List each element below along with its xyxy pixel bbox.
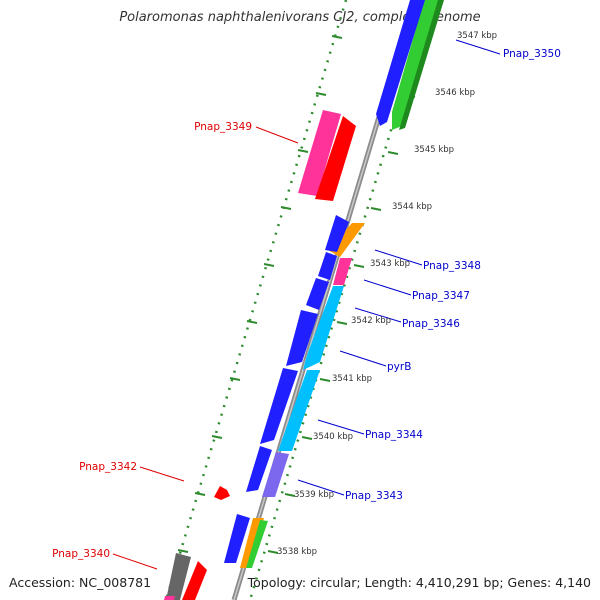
gene-arrow[interactable] — [333, 258, 352, 285]
gene-label[interactable]: Pnap_3350 — [503, 48, 561, 60]
gene-arrow[interactable] — [246, 520, 268, 568]
gene-arrow[interactable] — [325, 215, 349, 252]
gene-arrow[interactable] — [260, 368, 298, 444]
gene-arrow[interactable] — [246, 446, 272, 492]
reverse-strand-genes — [164, 110, 356, 600]
gene-arrow[interactable] — [306, 278, 329, 310]
inner-tick-ring — [164, 0, 348, 600]
tick-label: 3542 kbp — [351, 316, 391, 326]
tick-label: 3541 kbp — [332, 374, 372, 384]
gene-arrow[interactable] — [214, 486, 230, 500]
tick-label: 3540 kbp — [313, 432, 353, 442]
gene-arrow[interactable] — [182, 561, 207, 600]
tick-label: 3546 kbp — [435, 88, 475, 98]
inner-major-ticks — [177, 35, 343, 553]
gene-label[interactable]: Pnap_3346 — [402, 318, 460, 330]
gene-label[interactable]: Pnap_3348 — [423, 260, 481, 272]
accession-text: Accession: NC_008781 — [9, 575, 152, 590]
forward-strand-genes — [240, 0, 444, 568]
reverse-gene-labels: Pnap_3349 Pnap_3342 Pnap_3340 — [52, 121, 252, 560]
topology-text: Topology: circular; Length: 4,410,291 bp… — [247, 575, 591, 590]
tick-label: 3544 kbp — [392, 202, 432, 212]
gene-label[interactable]: Pnap_3340 — [52, 548, 110, 560]
leader-lines — [112, 39, 501, 570]
gene-arrow[interactable] — [303, 286, 344, 370]
tick-label: 3539 kbp — [294, 490, 334, 500]
outer-tick-ring — [248, 0, 432, 600]
gene-label[interactable]: Pnap_3344 — [365, 429, 423, 441]
tick-label: 3538 kbp — [277, 547, 317, 557]
gene-label[interactable]: Pnap_3342 — [79, 461, 137, 473]
gene-arrow[interactable] — [376, 0, 425, 126]
tick-label: 3545 kbp — [414, 145, 454, 155]
tick-label: 3543 kbp — [370, 259, 410, 269]
gene-arrow[interactable] — [224, 514, 250, 563]
gene-arrow[interactable] — [262, 452, 289, 497]
gene-label[interactable]: pyrB — [387, 361, 411, 373]
gene-arrow[interactable] — [164, 596, 175, 600]
map-title: Polaromonas naphthalenivorans CJ2, compl… — [119, 10, 481, 25]
gene-label[interactable]: Pnap_3349 — [194, 121, 252, 133]
tick-label: 3547 kbp — [457, 31, 497, 41]
scale-labels: 3547 kbp 3546 kbp 3545 kbp 3544 kbp 3543… — [277, 31, 497, 557]
gene-arrow[interactable] — [166, 553, 191, 600]
gene-arrow[interactable] — [286, 310, 318, 366]
gene-arrow[interactable] — [318, 252, 337, 280]
forward-gene-labels: Pnap_3350 Pnap_3348 Pnap_3347 Pnap_3346 … — [345, 48, 561, 502]
gene-arrow[interactable] — [315, 116, 356, 201]
gene-arrow[interactable] — [278, 370, 320, 451]
gene-arrow[interactable] — [399, 0, 444, 130]
gene-label[interactable]: Pnap_3347 — [412, 290, 470, 302]
gene-label[interactable]: Pnap_3343 — [345, 490, 403, 502]
gene-arrow[interactable] — [298, 110, 341, 196]
